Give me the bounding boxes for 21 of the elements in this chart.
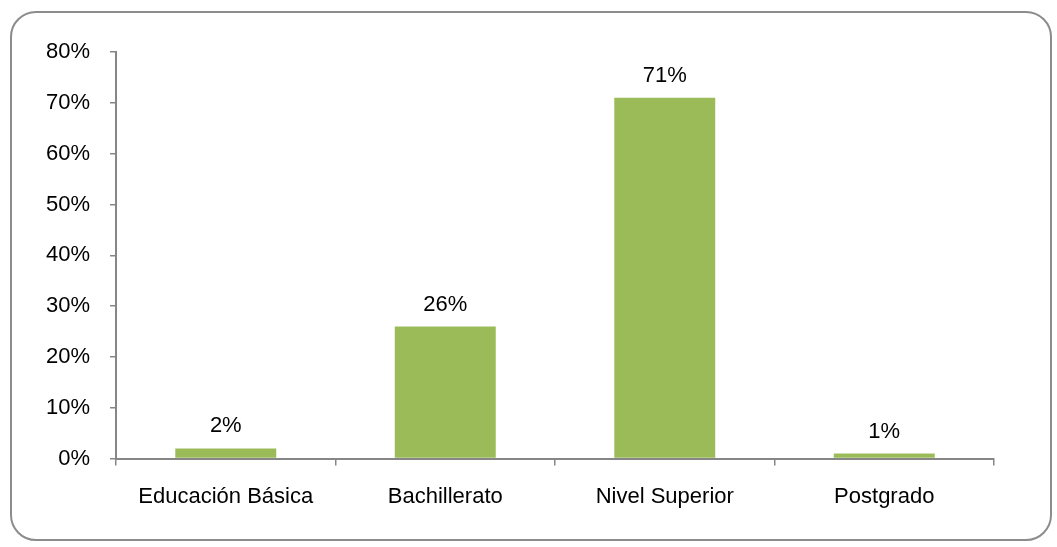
- bar: [614, 97, 716, 458]
- bar: [833, 453, 935, 458]
- data-label: 2%: [209, 412, 242, 438]
- x-tick-label: Postgrado: [834, 482, 935, 508]
- x-tick-label: Bachillerato: [387, 482, 503, 508]
- x-tick-label: Educación Básica: [138, 482, 314, 508]
- y-tick-label: 60%: [45, 139, 91, 165]
- data-label: 1%: [868, 417, 901, 443]
- y-tick-label: 30%: [45, 292, 91, 318]
- y-tick-label: 50%: [45, 190, 91, 216]
- y-tick-label: 80%: [45, 38, 91, 64]
- data-label: 26%: [423, 290, 468, 316]
- y-tick-label: 0%: [58, 444, 91, 470]
- x-tick-label: Nivel Superior: [595, 482, 734, 508]
- bar: [394, 326, 496, 458]
- bar: [175, 448, 277, 458]
- data-label: 71%: [642, 61, 687, 87]
- y-tick-label: 40%: [45, 241, 91, 267]
- y-tick-label: 20%: [45, 343, 91, 369]
- y-tick-label: 10%: [45, 393, 91, 419]
- y-tick-label: 70%: [45, 88, 91, 114]
